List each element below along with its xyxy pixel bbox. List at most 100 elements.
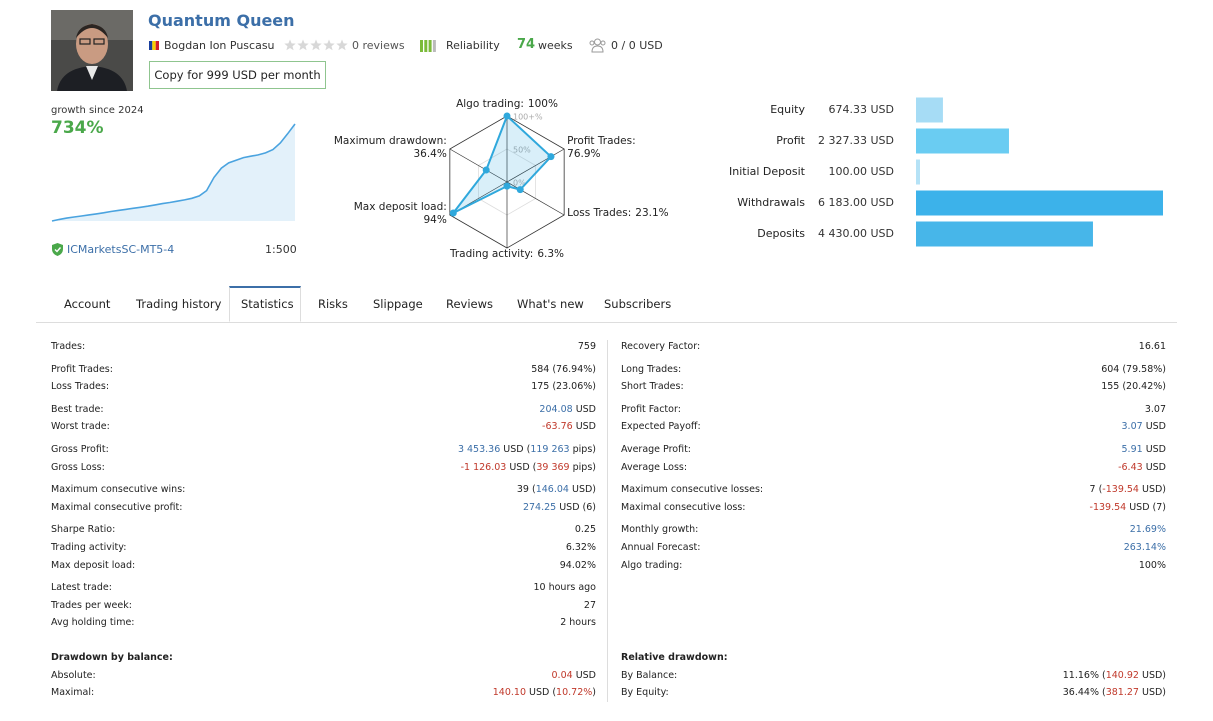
bar-label: Initial Deposit (729, 165, 806, 178)
stat-label: Sharpe Ratio: (51, 524, 116, 536)
radar-point (503, 112, 511, 120)
bar-label: Withdrawals (737, 196, 805, 209)
stat-value: 2 hours (296, 614, 596, 632)
tab[interactable]: Statistics (241, 297, 294, 311)
radar-axis-name: Maximum drawdown: (334, 135, 447, 147)
value-part: 3 453.36 (457, 444, 501, 455)
stat-value: -6.43 USD (866, 459, 1166, 477)
value-part: 274.25 (522, 501, 557, 513)
stat-value: 36.44% (381.27 USD) (866, 684, 1166, 702)
value-part: USD ( (500, 444, 531, 455)
stat-label: Short Trades: (621, 381, 684, 393)
author-name: Bogdan Ion Puscasu (164, 39, 275, 52)
drawdown-title: Relative drawdown: (621, 652, 728, 663)
value-part: USD (1142, 461, 1166, 473)
stat-value: 27 (296, 597, 596, 615)
radar-spoke (506, 148, 565, 183)
value-part: 36.44% ( (1062, 687, 1106, 699)
tab[interactable]: Slippage (373, 297, 423, 311)
bar (916, 159, 920, 185)
value-part: 6.32% (565, 542, 596, 553)
value-part: 119 263 (530, 444, 570, 455)
radar-axis-name: Loss Trades: (567, 207, 631, 219)
value-part: 263.14% (1123, 542, 1166, 553)
growth-caption: growth since 2024 (51, 105, 144, 116)
value-part: USD (572, 421, 596, 433)
value-part: 10 hours ago (533, 582, 596, 594)
stat-label: Gross Loss: (51, 461, 105, 473)
value-part: 584 (76.94%) (531, 363, 596, 375)
stat-label: Profit Factor: (621, 403, 681, 415)
stat-value: 604 (79.58%) (866, 361, 1166, 379)
radar-spoke (449, 148, 508, 183)
balance-bars: Equity 674.33 USD Profit 2 327.33 USD Initia… (729, 97, 1163, 247)
stat-value: 94.02% (296, 557, 596, 575)
stat-value: 16.61 (866, 338, 1166, 356)
value-part: USD (7) (1126, 501, 1166, 513)
stat-label: Maximal: (51, 687, 95, 699)
stat-value: 11.16% (140.92 USD) (866, 667, 1166, 685)
stat-value: 7 (-139.54 USD) (866, 481, 1166, 499)
tab[interactable]: Account (64, 297, 111, 311)
radar-point (516, 186, 524, 194)
bar-value: 2 327.33 USD (818, 134, 894, 147)
growth-chart (51, 123, 296, 222)
weeks-label: weeks (538, 39, 573, 52)
tab[interactable]: Trading history (136, 297, 222, 311)
weeks-number: 74 (517, 37, 536, 52)
value-part: 39 ( (516, 484, 536, 496)
stat-value: 21.69% (866, 521, 1166, 539)
radar-point (482, 166, 490, 174)
bar (916, 97, 943, 123)
radar-label: Maximum drawdown: 36.4% (334, 135, 447, 160)
radar-tick-label: 100+% (513, 113, 543, 122)
value-part: 140.10 (492, 687, 526, 699)
reliability-icon (420, 40, 436, 52)
radar-axis-name: Max deposit load: (354, 201, 447, 213)
value-part: 175 (23.06%) (531, 381, 596, 393)
value-part: 3.07 (1144, 403, 1166, 415)
stat-value: -1 126.03 USD (39 369 pips) (296, 459, 596, 477)
value-part: USD) (1138, 484, 1166, 496)
stat-value: 204.08 USD (296, 401, 596, 419)
radar-label: Trading activity: 6.3% (449, 248, 564, 260)
reliability-label: Reliability (446, 39, 500, 52)
stat-value: 3.07 USD (866, 418, 1166, 436)
value-part: 155 (20.42%) (1101, 381, 1166, 393)
bar-value: 4 430.00 USD (818, 227, 894, 240)
value-part: USD) (1138, 687, 1166, 699)
tab[interactable]: Reviews (446, 297, 494, 311)
stat-value: 0.04 USD (296, 667, 596, 685)
flag-icon (149, 41, 159, 50)
value-part: 7 ( (1089, 484, 1103, 496)
bar-value: 6 183.00 USD (818, 196, 894, 209)
value-part: 27 (583, 599, 596, 611)
stat-value: 155 (20.42%) (866, 378, 1166, 396)
bar-value: 674.33 USD (829, 103, 895, 116)
tab[interactable]: Risks (318, 297, 348, 311)
value-part: 100% (1138, 559, 1166, 571)
bar-label: Deposits (757, 227, 805, 240)
stat-label: Algo trading: (621, 559, 683, 571)
tab[interactable]: Subscribers (604, 297, 672, 311)
value-part: -63.76 (542, 421, 573, 433)
radar-label: Max deposit load: 94% (354, 201, 447, 226)
copy-button[interactable]: Copy for 999 USD per month (149, 61, 326, 89)
avatar (51, 10, 133, 91)
value-part: USD (572, 670, 596, 681)
tab[interactable]: What's new (517, 297, 584, 311)
radar-tick-label: 0% (513, 179, 526, 188)
value-part: 16.61 (1138, 341, 1166, 352)
value-part: 204.08 (539, 403, 573, 415)
value-part: 0.04 (551, 670, 573, 681)
radar-label: Loss Trades: 23.1% (567, 207, 669, 219)
broker-server[interactable]: ICMarketsSC-MT5-4 (67, 243, 175, 256)
value-part: 759 (577, 341, 596, 352)
growth-area (52, 124, 295, 221)
bar (916, 128, 1009, 154)
radar-label: Profit Trades: 76.9% (567, 135, 635, 160)
stat-label: Average Profit: (621, 444, 692, 455)
growth-value: 734% (51, 118, 104, 138)
value-part: 5.91 (1121, 444, 1143, 455)
